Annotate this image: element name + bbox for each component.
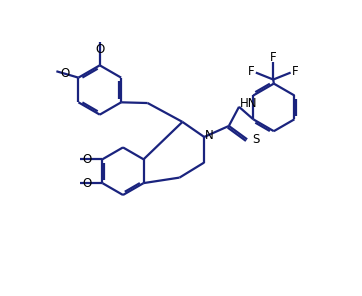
Text: F: F: [270, 51, 277, 64]
Text: F: F: [292, 65, 299, 78]
Text: F: F: [248, 65, 254, 78]
Text: O: O: [83, 177, 92, 190]
Text: O: O: [60, 67, 69, 80]
Text: S: S: [252, 133, 260, 147]
Text: O: O: [96, 43, 105, 56]
Text: O: O: [83, 153, 92, 166]
Text: N: N: [205, 129, 213, 142]
Text: HN: HN: [240, 96, 258, 110]
